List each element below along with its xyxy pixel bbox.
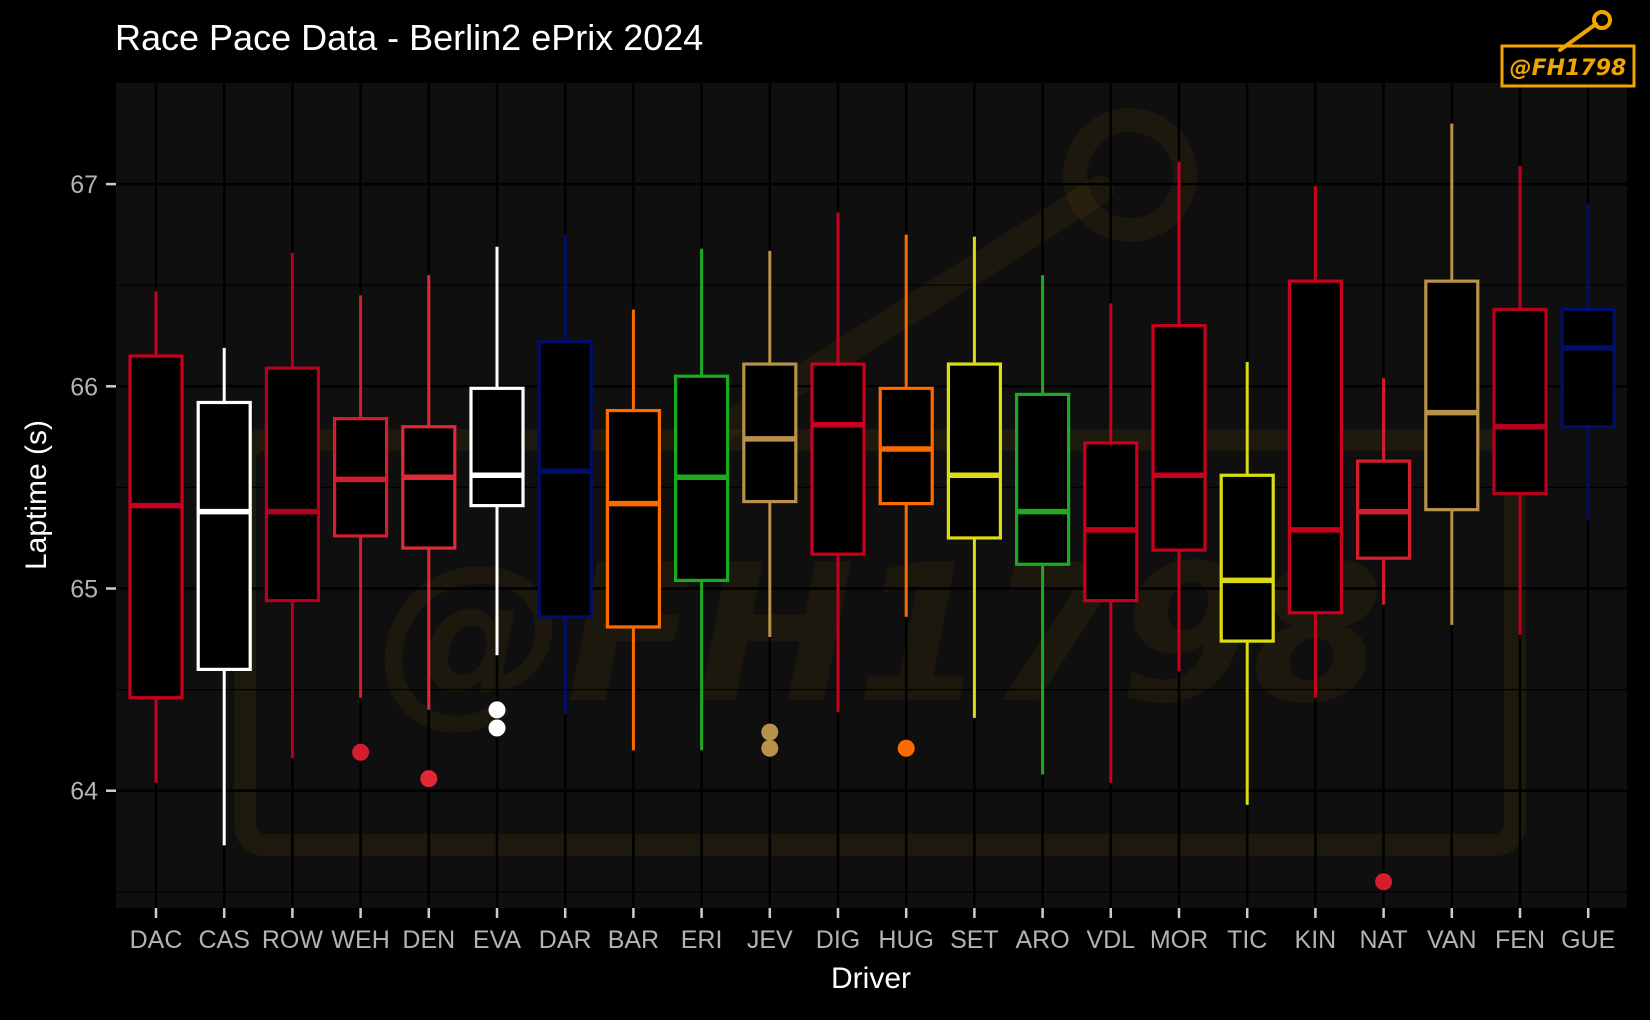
box-eva bbox=[469, 246, 525, 737]
y-axis-title: Laptime (s) bbox=[20, 420, 53, 570]
x-tick-label-bar: BAR bbox=[608, 926, 659, 954]
x-tick-label-kin: KIN bbox=[1295, 926, 1337, 954]
box-vdl bbox=[1083, 303, 1139, 783]
x-tick-label-row: ROW bbox=[262, 926, 324, 954]
x-tick-label-den: DEN bbox=[402, 926, 455, 954]
logo-text: @FH1798 bbox=[1510, 56, 1627, 81]
outlier-point bbox=[488, 719, 506, 737]
iqr-box bbox=[742, 362, 798, 504]
box-dig bbox=[810, 212, 866, 712]
box-kin bbox=[1287, 186, 1344, 698]
outlier-point bbox=[761, 723, 779, 741]
box-row bbox=[264, 252, 320, 759]
box-tic bbox=[1219, 362, 1275, 805]
box-bar bbox=[605, 309, 662, 751]
y-tick-label: 64 bbox=[70, 778, 98, 806]
x-tick-label-dar: DAR bbox=[539, 926, 592, 954]
x-tick-label-tic: TIC bbox=[1227, 926, 1267, 954]
x-tick-label-weh: WEH bbox=[331, 926, 389, 954]
x-tick-label-nat: NAT bbox=[1360, 926, 1408, 954]
x-tick-label-fen: FEN bbox=[1495, 926, 1545, 954]
box-cas bbox=[196, 347, 252, 846]
x-tick-label-van: VAN bbox=[1427, 926, 1477, 954]
outlier-point bbox=[352, 743, 370, 761]
iqr-box bbox=[1083, 441, 1139, 603]
iqr-box bbox=[1492, 307, 1548, 496]
iqr-box bbox=[946, 362, 1003, 540]
iqr-box bbox=[128, 354, 184, 700]
box-fen bbox=[1492, 165, 1548, 636]
x-tick-label-dac: DAC bbox=[130, 926, 183, 954]
iqr-box bbox=[1219, 473, 1275, 643]
iqr-box bbox=[605, 408, 662, 629]
iqr-box bbox=[1014, 392, 1071, 566]
box-dar bbox=[537, 234, 593, 714]
logo-badge: @FH1798 bbox=[1500, 10, 1636, 88]
x-tick-label-cas: CAS bbox=[198, 926, 249, 954]
watermark-key-ring bbox=[1063, 108, 1197, 242]
x-tick-label-eri: ERI bbox=[681, 926, 723, 954]
chart-title: Race Pace Data - Berlin2 ePrix 2024 bbox=[115, 17, 703, 58]
x-tick-label-aro: ARO bbox=[1016, 926, 1070, 954]
iqr-box bbox=[878, 386, 934, 506]
box-dac bbox=[128, 291, 184, 783]
x-tick-label-vdl: VDL bbox=[1086, 926, 1135, 954]
iqr-box bbox=[1424, 279, 1480, 512]
outlier-point bbox=[761, 739, 779, 757]
outlier-point bbox=[1375, 873, 1393, 891]
iqr-box bbox=[469, 386, 525, 508]
box-aro bbox=[1014, 275, 1071, 775]
iqr-box bbox=[537, 340, 593, 619]
x-tick-label-eva: EVA bbox=[473, 926, 521, 954]
y-tick-label: 65 bbox=[70, 576, 98, 604]
y-tick-label: 67 bbox=[70, 171, 98, 199]
x-tick-label-mor: MOR bbox=[1150, 926, 1208, 954]
y-tick-label: 66 bbox=[70, 373, 98, 401]
outlier-point bbox=[897, 739, 915, 757]
box-mor bbox=[1151, 161, 1207, 672]
x-tick-label-set: SET bbox=[950, 926, 999, 954]
iqr-box bbox=[196, 400, 252, 671]
box-weh bbox=[333, 295, 389, 761]
iqr-box bbox=[810, 362, 866, 556]
logo-key-shaft bbox=[1558, 22, 1598, 52]
iqr-box bbox=[1287, 279, 1344, 615]
boxplots bbox=[128, 123, 1616, 891]
box-van bbox=[1424, 123, 1480, 625]
x-axis-title: Driver bbox=[831, 962, 911, 995]
iqr-box bbox=[1560, 307, 1616, 429]
x-tick-label-dig: DIG bbox=[816, 926, 860, 954]
box-hug bbox=[878, 234, 934, 757]
outlier-point bbox=[420, 770, 438, 788]
logo-key-ring bbox=[1592, 10, 1612, 30]
box-nat bbox=[1355, 378, 1412, 891]
outlier-point bbox=[488, 701, 506, 719]
box-eri bbox=[673, 248, 730, 751]
box-jev bbox=[742, 250, 798, 757]
box-set bbox=[946, 236, 1003, 718]
iqr-box bbox=[264, 366, 320, 603]
x-tick-label-gue: GUE bbox=[1561, 926, 1615, 954]
x-tick-label-hug: HUG bbox=[878, 926, 934, 954]
box-gue bbox=[1560, 204, 1616, 520]
box-den bbox=[401, 275, 457, 788]
iqr-box bbox=[1151, 324, 1207, 552]
x-tick-label-jev: JEV bbox=[747, 926, 793, 954]
iqr-box bbox=[401, 425, 457, 550]
axes: 64 65 66 67 DAC CAS ROW WEH DEN EVA DAR BAR ERI JEV DI… bbox=[70, 171, 1615, 954]
